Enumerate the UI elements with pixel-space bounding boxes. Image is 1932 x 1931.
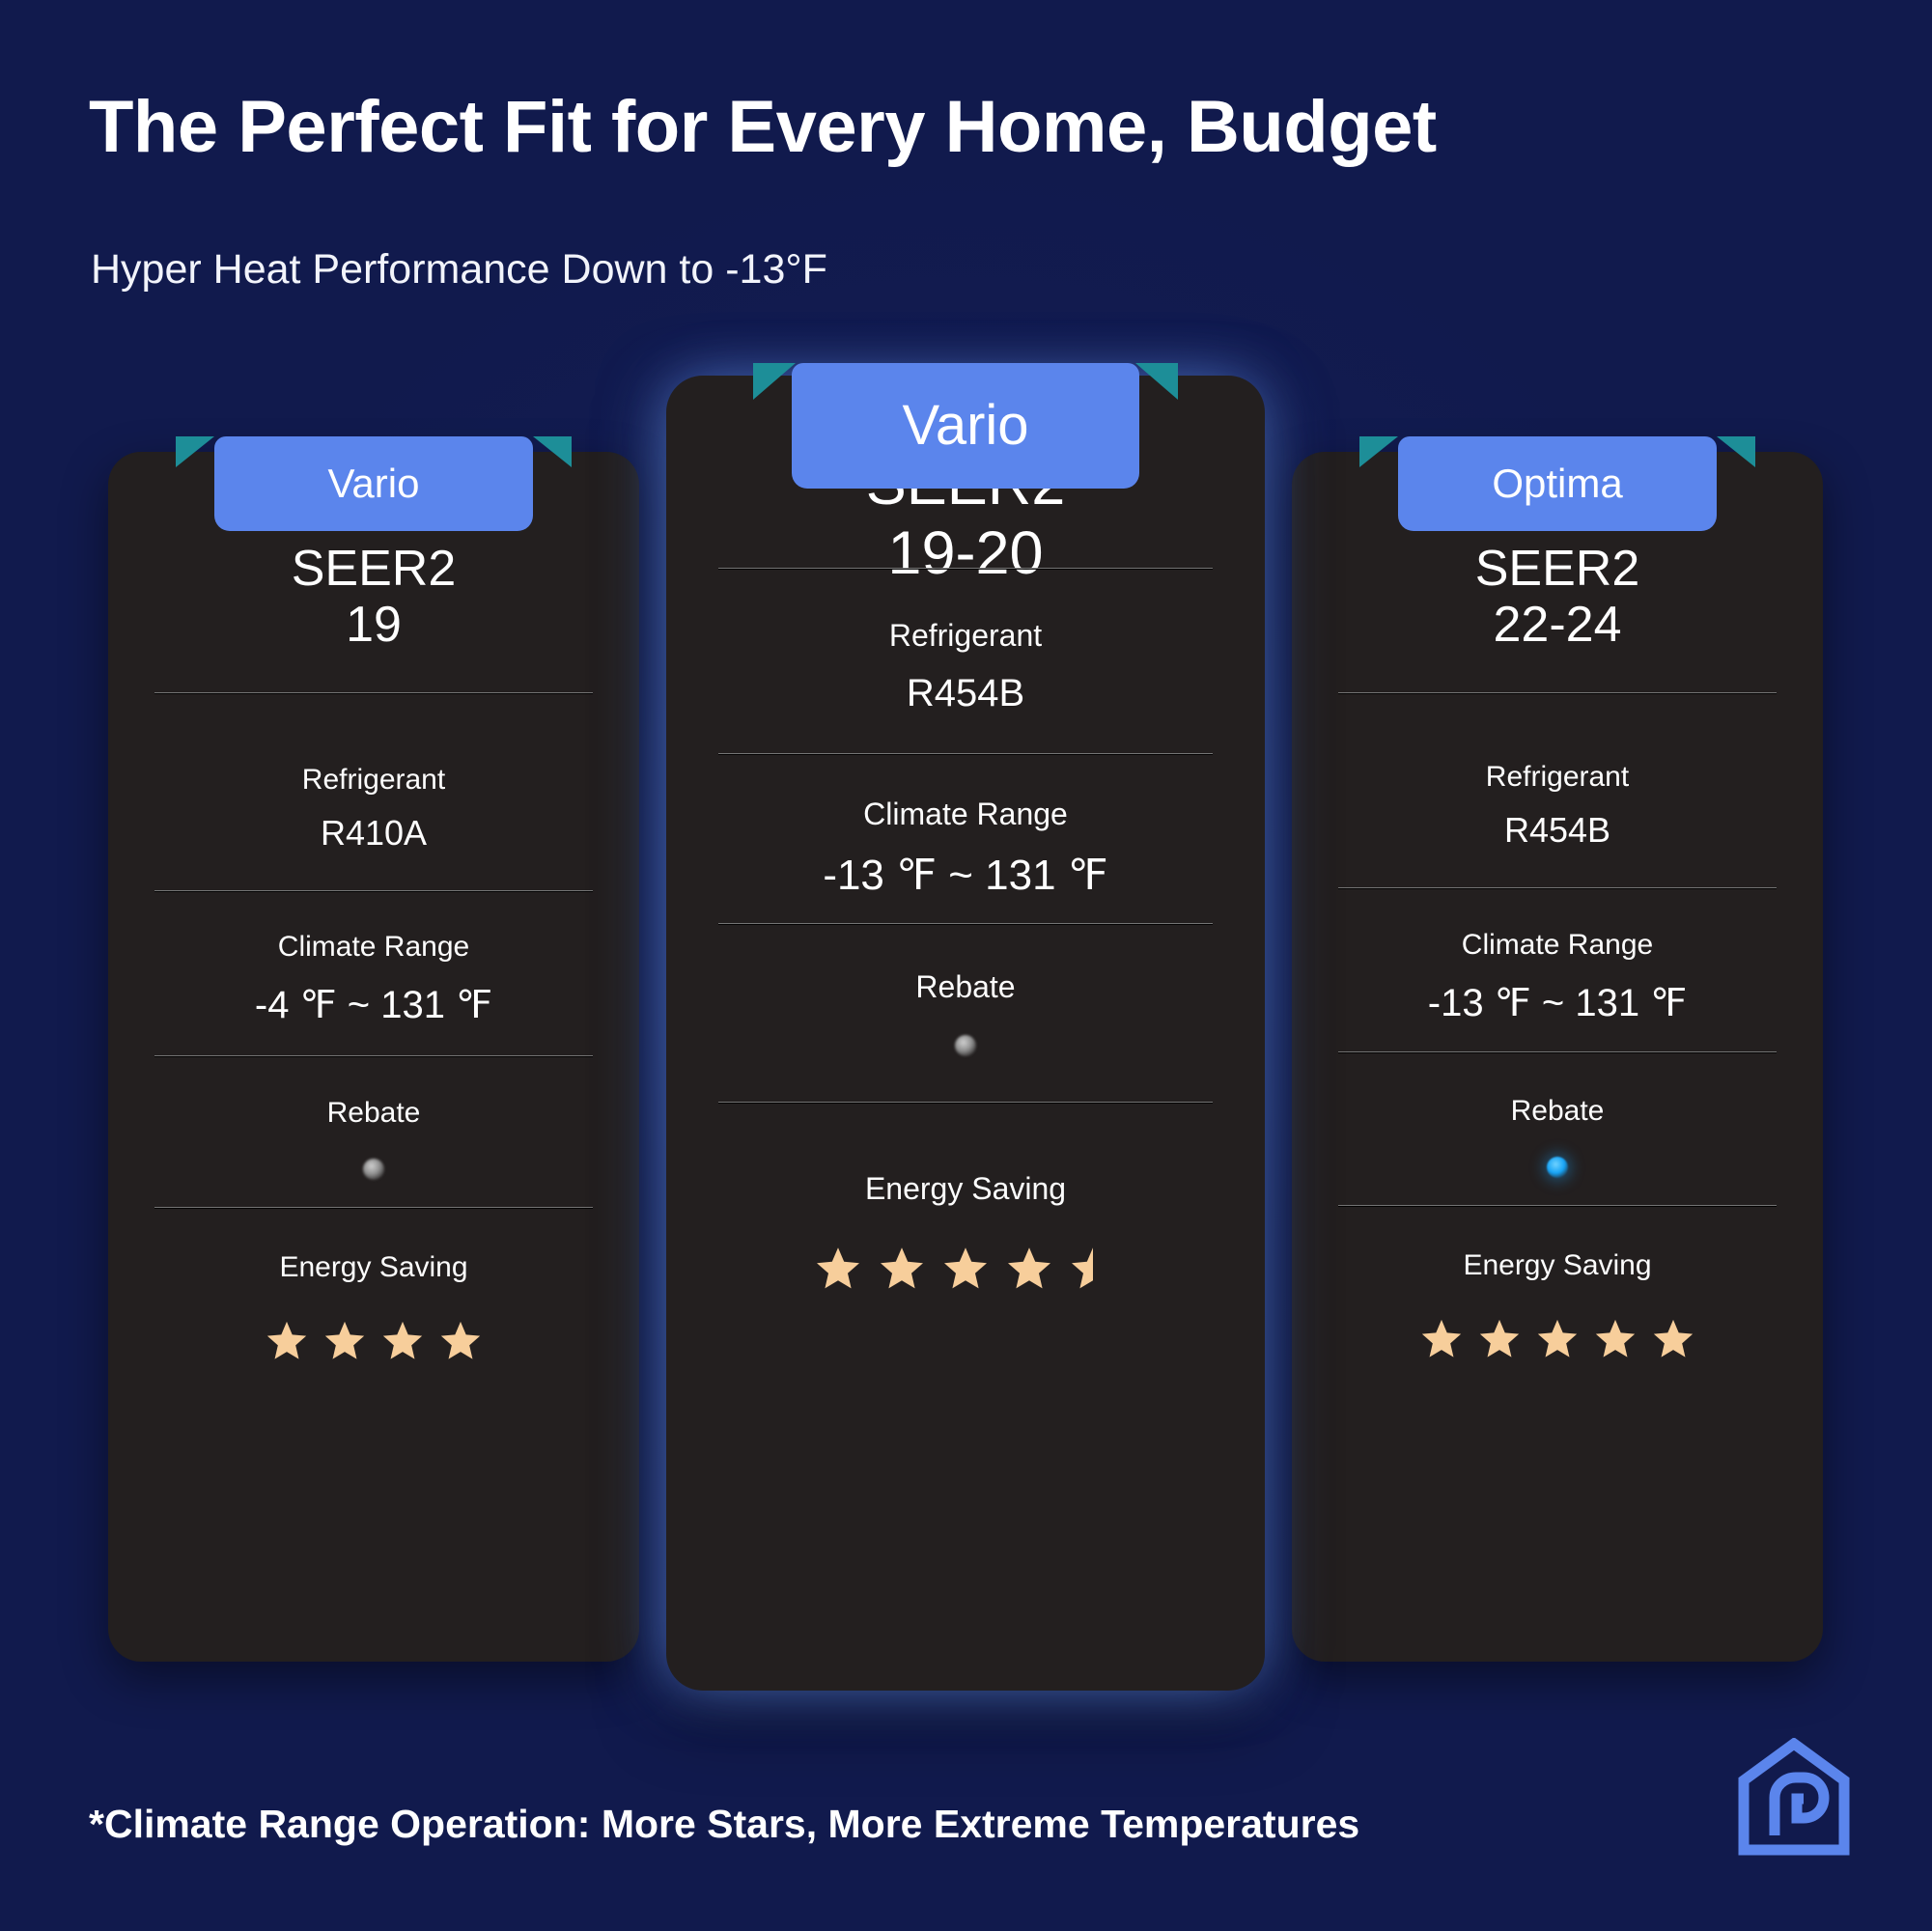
- energy-saving-stars: [666, 1245, 1265, 1291]
- energy-saving-label: Energy Saving: [279, 1251, 468, 1283]
- ribbon-tail-right-icon: [533, 436, 572, 467]
- divider: [718, 753, 1213, 755]
- divider: [154, 1207, 593, 1209]
- page-title: The Perfect Fit for Every Home, Budget: [89, 86, 1437, 168]
- card-badge-optima[interactable]: Optima: [1359, 436, 1755, 531]
- energy-saving-stars: [108, 1319, 639, 1361]
- climate-range-label: Climate Range: [1461, 929, 1654, 961]
- divider: [1338, 1051, 1777, 1053]
- divider: [154, 1055, 593, 1057]
- seer-label: SEER2: [291, 541, 457, 597]
- seer-label: SEER2: [1474, 541, 1640, 597]
- energy-saving-label: Energy Saving: [864, 1171, 1067, 1206]
- climate-range-label: Climate Range: [863, 797, 1068, 831]
- badge-label: Vario: [792, 363, 1139, 489]
- climate-range-value: -13 ℉ ~ 131 ℉: [1427, 982, 1688, 1024]
- house-spiral-logo: [1736, 1737, 1852, 1856]
- ribbon-tail-right-icon: [1135, 363, 1178, 400]
- footnote: *Climate Range Operation: More Stars, Mo…: [89, 1802, 1360, 1846]
- rebate-label: Rebate: [1510, 1095, 1605, 1127]
- energy-saving-stars: [1292, 1317, 1823, 1359]
- climate-range-value: -13 ℉ ~ 131 ℉: [823, 852, 1108, 899]
- product-card-vario-19-20-featured[interactable]: SEER2 19-20 Refrigerant R454B Climate Ra…: [666, 376, 1265, 1691]
- refrigerant-label: Refrigerant: [1485, 761, 1630, 793]
- rebate-status-dot: [955, 1035, 976, 1056]
- refrigerant-value: R454B: [906, 672, 1025, 714]
- climate-range-value: -4 ℉ ~ 131 ℉: [254, 984, 493, 1026]
- badge-label: Vario: [214, 436, 533, 531]
- rebate-status-dot: [1547, 1157, 1568, 1178]
- divider: [718, 923, 1213, 925]
- refrigerant-value: R410A: [320, 813, 428, 853]
- divider: [1338, 692, 1777, 694]
- seer-value: 22-24: [1493, 597, 1622, 654]
- refrigerant-label: Refrigerant: [888, 618, 1043, 653]
- divider: [718, 568, 1213, 570]
- ribbon-tail-left-icon: [176, 436, 214, 467]
- divider: [154, 890, 593, 892]
- card-badge-vario-featured[interactable]: Vario: [753, 363, 1178, 489]
- divider: [154, 692, 593, 694]
- page-subtitle: Hyper Heat Performance Down to -13°F: [91, 246, 827, 293]
- seer-value: 19: [346, 597, 402, 654]
- climate-range-label: Climate Range: [277, 931, 470, 963]
- product-card-vario-19[interactable]: SEER2 19 Refrigerant R410A Climate Range…: [108, 452, 639, 1662]
- ribbon-tail-left-icon: [753, 363, 796, 400]
- product-card-optima-22-24[interactable]: SEER2 22-24 Refrigerant R454B Climate Ra…: [1292, 452, 1823, 1662]
- divider: [1338, 1205, 1777, 1207]
- divider: [718, 1102, 1213, 1104]
- ribbon-tail-right-icon: [1717, 436, 1755, 467]
- refrigerant-value: R454B: [1503, 810, 1611, 850]
- badge-label: Optima: [1398, 436, 1717, 531]
- rebate-label: Rebate: [326, 1097, 421, 1129]
- ribbon-tail-left-icon: [1359, 436, 1398, 467]
- rebate-status-dot: [363, 1159, 384, 1180]
- rebate-label: Rebate: [915, 969, 1016, 1004]
- seer-value: 19-20: [887, 518, 1044, 587]
- energy-saving-label: Energy Saving: [1463, 1249, 1652, 1281]
- divider: [1338, 887, 1777, 889]
- refrigerant-label: Refrigerant: [301, 764, 446, 796]
- card-badge-vario-left[interactable]: Vario: [176, 436, 572, 531]
